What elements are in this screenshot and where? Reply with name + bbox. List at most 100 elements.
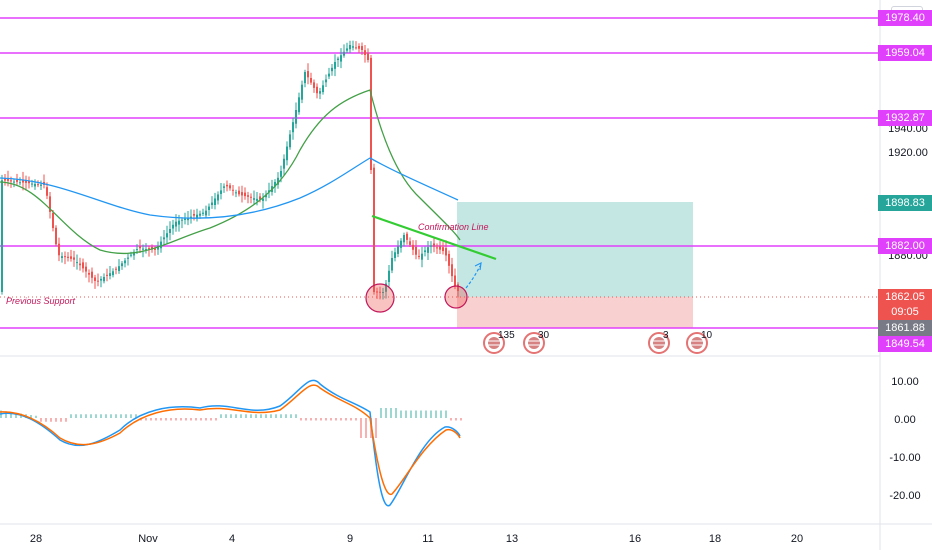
histogram-bar: [50, 418, 52, 422]
price-level-tag[interactable]: 09:05: [878, 304, 932, 320]
flag-icon: [488, 337, 500, 349]
price-level-tag[interactable]: 1898.83: [878, 195, 932, 211]
price-axis-label: 1940.00: [888, 123, 928, 135]
loss-zone[interactable]: [457, 297, 693, 328]
flag-icon: [653, 337, 665, 349]
projection-arrow-head: [474, 261, 482, 271]
double-bottom-circle-right[interactable]: [444, 285, 468, 309]
double-bottom-circle-left[interactable]: [365, 283, 395, 313]
candle: [211, 196, 213, 209]
histogram-bar: [290, 414, 292, 418]
candle: [190, 209, 192, 224]
candle: [238, 186, 240, 197]
candle: [367, 48, 369, 63]
candle: [304, 69, 306, 88]
histogram-bar: [65, 418, 67, 422]
candle: [241, 185, 243, 203]
candle: [226, 180, 228, 192]
macd-line: [0, 379, 461, 507]
histogram-bar: [350, 418, 352, 421]
histogram-bar: [190, 418, 192, 421]
histogram-bar: [360, 418, 362, 438]
histogram-bar: [295, 414, 297, 418]
candle: [406, 231, 408, 245]
histogram-bar: [260, 414, 262, 418]
projection-arrow[interactable]: [465, 265, 481, 289]
candle: [109, 265, 111, 280]
candle: [94, 274, 96, 289]
candle: [445, 240, 447, 262]
histogram-bar: [135, 414, 137, 418]
candle: [268, 182, 270, 199]
histogram-bar: [210, 418, 212, 421]
candle: [292, 117, 294, 140]
candle: [349, 40, 351, 53]
histogram-bar: [330, 418, 332, 421]
candle: [103, 273, 105, 284]
candle: [202, 208, 204, 216]
histogram-bar: [100, 414, 102, 418]
candle: [85, 262, 87, 278]
candle: [124, 258, 126, 268]
candle: [313, 79, 315, 93]
profit-zone[interactable]: [457, 202, 693, 297]
previous-support-label: Previous Support: [6, 296, 76, 306]
histogram-bar: [150, 418, 152, 421]
histogram-bar: [95, 414, 97, 418]
event-badge-count: 10: [701, 330, 713, 341]
candle: [358, 43, 360, 53]
histogram-bar: [405, 410, 407, 418]
candle: [307, 63, 309, 85]
candle: [4, 174, 6, 186]
candle: [385, 279, 387, 299]
histogram-bar: [170, 418, 172, 421]
histogram-bar: [205, 418, 207, 421]
candle: [373, 163, 375, 295]
candle: [145, 243, 147, 254]
histogram-bar: [305, 418, 307, 421]
candle: [421, 246, 423, 268]
price-level-tag[interactable]: 1861.88: [878, 320, 932, 336]
candle: [28, 176, 30, 189]
histogram-bar: [30, 415, 32, 418]
price-level-tag[interactable]: 1978.40: [878, 10, 932, 26]
price-level-tag[interactable]: 1882.00: [878, 238, 932, 254]
candle: [361, 42, 363, 55]
histogram-bar: [125, 414, 127, 418]
candle: [13, 179, 15, 188]
histogram-bar: [130, 414, 132, 418]
histogram-bar: [390, 408, 392, 418]
histogram-bar: [410, 410, 412, 418]
candle: [388, 265, 390, 287]
candle: [433, 236, 435, 253]
candle: [46, 182, 48, 200]
candle: [409, 237, 411, 248]
flag-icon: [528, 337, 540, 349]
event-badge-count: 30: [538, 330, 550, 341]
price-level-tag[interactable]: 1932.87: [878, 110, 932, 126]
histogram-bar: [375, 418, 377, 438]
candle: [427, 241, 429, 261]
histogram-bar: [385, 408, 387, 418]
candle: [58, 237, 60, 262]
price-level-tag[interactable]: 1862.05: [878, 289, 932, 305]
histogram-bar: [460, 418, 462, 421]
candle: [457, 282, 459, 298]
candle: [73, 250, 75, 267]
candle: [364, 45, 366, 63]
ma-fast-line: [0, 89, 461, 255]
candle: [400, 238, 402, 253]
price-level-tag[interactable]: 1849.54: [878, 336, 932, 352]
histogram-bar: [365, 418, 367, 438]
candle: [193, 209, 195, 221]
histogram-bar: [300, 418, 302, 421]
candle: [64, 251, 66, 265]
histogram-bar: [55, 418, 57, 422]
candle: [67, 252, 69, 262]
confirmation-trendline[interactable]: [371, 214, 497, 261]
histogram-bar: [75, 414, 77, 418]
histogram-bar: [355, 418, 357, 421]
candle: [343, 44, 345, 58]
price-level-tag[interactable]: 1959.04: [878, 45, 932, 61]
